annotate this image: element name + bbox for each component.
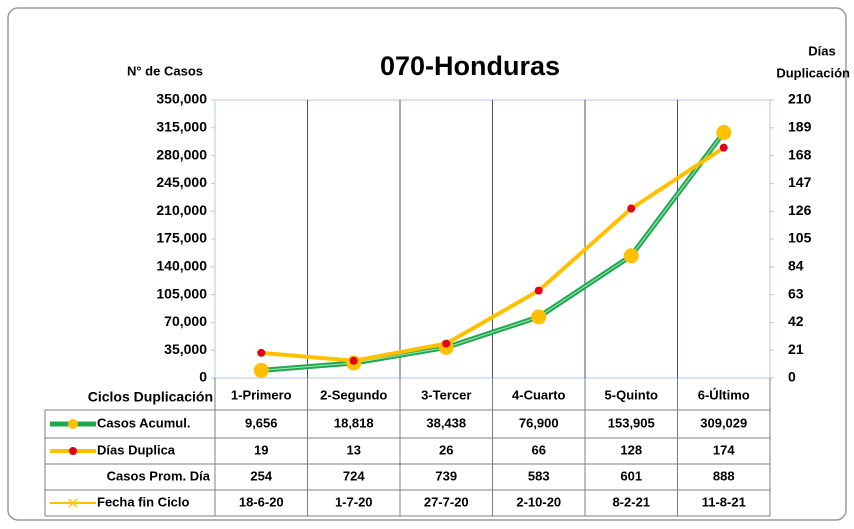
table-cell: 11-8-21 <box>702 494 746 509</box>
x-tick-label: 2-Segundo <box>320 387 387 402</box>
y2-tick-label: 63 <box>788 285 804 301</box>
table-cell: 254 <box>250 468 272 483</box>
table-cell: 38,438 <box>426 415 466 430</box>
table-cell: 76,900 <box>519 415 559 430</box>
legend-key-marker <box>68 498 78 508</box>
y-tick-label: 35,000 <box>164 341 207 357</box>
table-row-label: Casos Prom. Día <box>107 468 211 483</box>
table-cell: 174 <box>713 442 735 457</box>
y-tick-label: 140,000 <box>156 258 207 274</box>
x-tick-label: 3-Tercer <box>421 387 471 402</box>
y-tick-label: 280,000 <box>156 146 207 162</box>
marker <box>719 143 728 152</box>
table-cell: 13 <box>347 442 361 457</box>
table-cell: 739 <box>435 468 457 483</box>
table-cell: 26 <box>439 442 453 457</box>
y2-tick-label: 42 <box>788 313 804 329</box>
y-tick-label: 210,000 <box>156 202 207 218</box>
marker <box>716 125 732 141</box>
marker <box>257 348 266 357</box>
chart-frame <box>7 7 847 521</box>
x-tick-label: 4-Cuarto <box>512 387 566 402</box>
y2-tick-label: 210 <box>788 91 812 107</box>
marker <box>253 362 269 378</box>
series-line-inner <box>261 132 725 371</box>
legend-label: Casos Acumul. <box>97 415 190 430</box>
y2-tick-label: 0 <box>788 369 796 385</box>
marker <box>627 204 636 213</box>
table-cell: 18,818 <box>334 415 374 430</box>
legend-label: Fecha fin Ciclo <box>97 494 190 509</box>
table-cell: 66 <box>532 442 546 457</box>
y-tick-label: 315,000 <box>156 119 207 135</box>
table-cell: 9,656 <box>245 415 278 430</box>
table-cell: 2-10-20 <box>516 494 561 509</box>
y2-tick-label: 189 <box>788 119 812 135</box>
table-cell: 583 <box>528 468 550 483</box>
x-tick-label: 5-Quinto <box>605 387 658 402</box>
y2-axis-label: Días <box>808 43 835 58</box>
table-cell: 153,905 <box>608 415 655 430</box>
table-cell: 18-6-20 <box>239 494 284 509</box>
y2-axis-label: Duplicación <box>776 65 850 80</box>
y2-tick-label: 84 <box>788 258 804 274</box>
table-cell: 19 <box>254 442 268 457</box>
y-tick-label: 105,000 <box>156 285 207 301</box>
y2-tick-label: 21 <box>788 341 804 357</box>
table-cell: 309,029 <box>700 415 747 430</box>
table-cell: 8-2-21 <box>612 494 650 509</box>
table-cell: 27-7-20 <box>424 494 469 509</box>
x-tick-label: 6-Último <box>698 387 750 402</box>
chart-title: 070-Honduras <box>380 51 560 81</box>
x-axis-label: Ciclos Duplicación <box>88 389 213 405</box>
y-axis-label: N° de Casos <box>127 63 203 78</box>
table-cell: 1-7-20 <box>335 494 373 509</box>
y2-tick-label: 147 <box>788 174 812 190</box>
legend-key-marker <box>68 419 78 429</box>
x-tick-label: 1-Primero <box>231 387 292 402</box>
y-tick-label: 175,000 <box>156 230 207 246</box>
marker <box>442 339 451 348</box>
y2-tick-label: 168 <box>788 146 812 162</box>
y-tick-label: 70,000 <box>164 313 207 329</box>
table-cell: 128 <box>620 442 642 457</box>
y-tick-label: 350,000 <box>156 91 207 107</box>
table-cell: 888 <box>713 468 735 483</box>
legend-key-marker <box>69 447 77 455</box>
table-cell: 724 <box>343 468 365 483</box>
marker <box>531 309 547 325</box>
y2-tick-label: 126 <box>788 202 812 218</box>
table-cell: 601 <box>620 468 642 483</box>
marker <box>349 356 358 365</box>
y-tick-label: 0 <box>199 369 207 385</box>
y2-tick-label: 105 <box>788 230 812 246</box>
marker <box>623 248 639 264</box>
marker <box>534 286 543 295</box>
legend-label: Días Duplica <box>97 442 176 457</box>
y-tick-label: 245,000 <box>156 174 207 190</box>
series-line <box>261 145 725 363</box>
